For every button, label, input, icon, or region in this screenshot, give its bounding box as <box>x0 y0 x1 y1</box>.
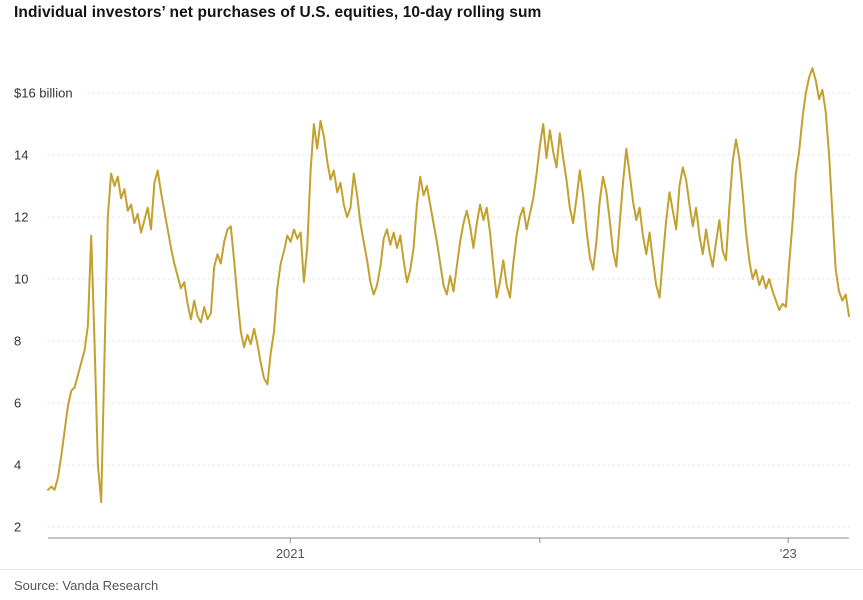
footer-divider <box>0 569 863 570</box>
y-tick-label: 6 <box>14 396 21 411</box>
y-tick-label: 2 <box>14 520 21 535</box>
y-tick-label: 8 <box>14 334 21 349</box>
y-tick-label: 12 <box>14 210 28 225</box>
y-tick-label: $16 billion <box>14 86 73 101</box>
series-line <box>47 67 850 504</box>
y-tick-label: 4 <box>14 458 21 473</box>
x-tick-label: 2021 <box>276 546 305 561</box>
y-tick-label: 14 <box>14 148 28 163</box>
y-tick-label: 10 <box>14 272 28 287</box>
chart-title: Individual investors’ net purchases of U… <box>14 4 542 21</box>
x-tick-label: ’23 <box>779 546 796 561</box>
source-note: Source: Vanda Research <box>14 578 159 593</box>
